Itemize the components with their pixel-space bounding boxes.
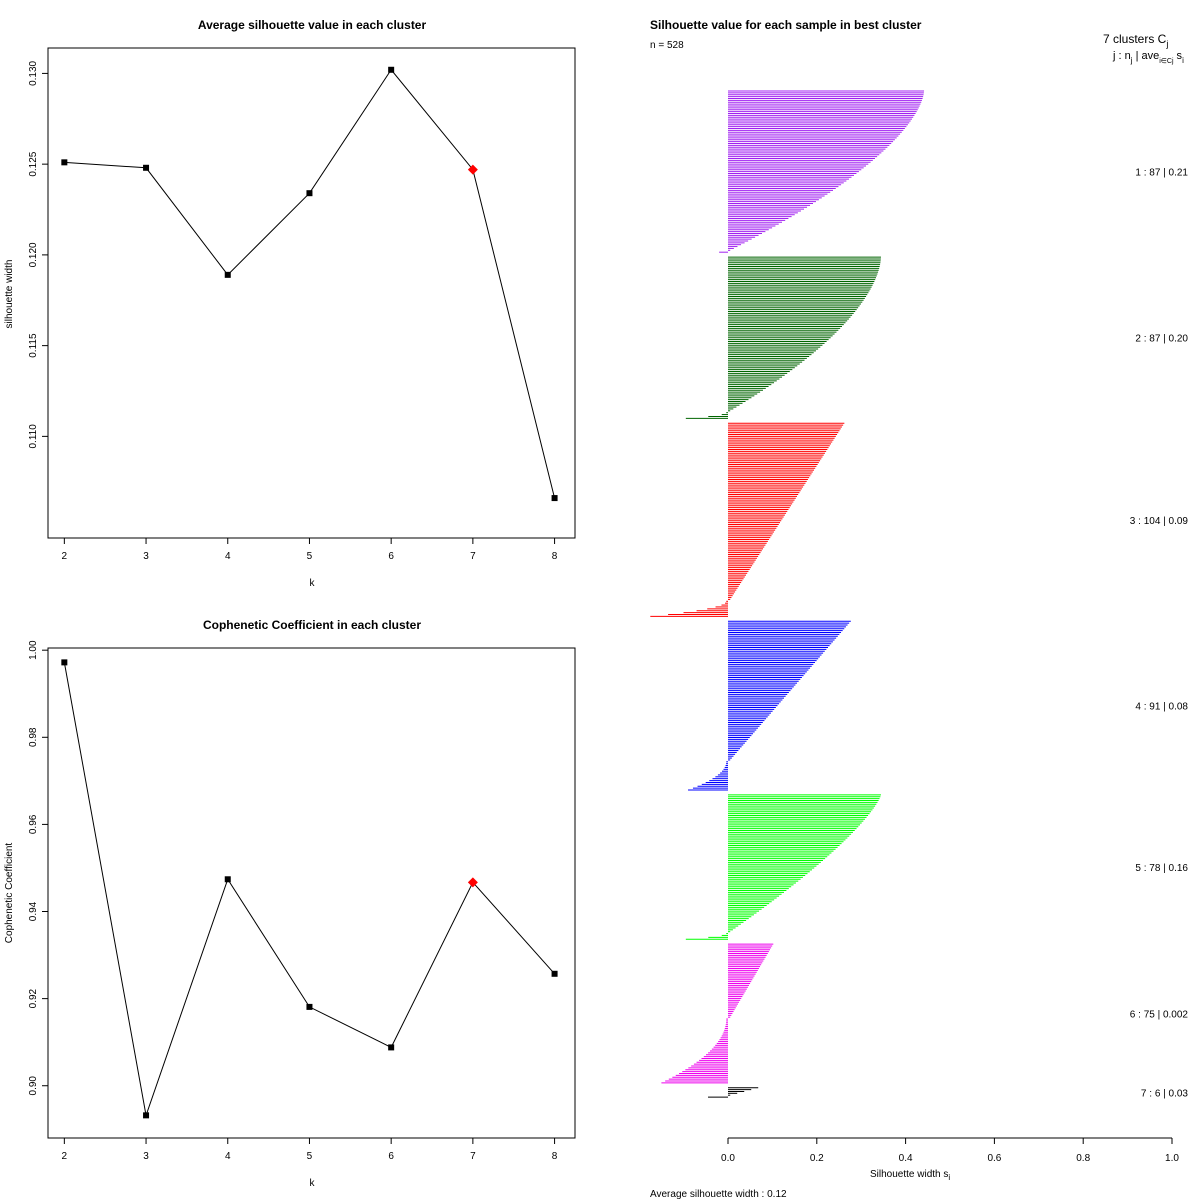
y-tick-label: 0.130 xyxy=(28,60,39,85)
x-tick-label: 7 xyxy=(470,551,476,562)
silhouette-header-line1: 7 clusters Cj xyxy=(1103,32,1168,49)
cluster-label: 2 : 87 | 0.20 xyxy=(1135,334,1188,345)
silhouette-cluster-labels: 1 : 87 | 0.21 2 : 87 | 0.20 3 : 104 | 0.09… xyxy=(1130,168,1189,1100)
cophenetic-title: Cophenetic Coefficient in each cluster xyxy=(203,618,421,632)
x-tick-label: 5 xyxy=(307,1151,313,1162)
x-tick-label: 6 xyxy=(388,551,394,562)
silhouette-xlabel: Silhouette width si xyxy=(870,1169,950,1182)
avg-silhouette-title: Average silhouette value in each cluster xyxy=(198,18,427,32)
avg-silhouette-xlabel: k xyxy=(310,578,316,589)
y-tick-label: 1.00 xyxy=(28,640,39,660)
cophenetic-points xyxy=(61,659,558,1119)
cophenetic-panel: Cophenetic Coefficient in each cluster 2… xyxy=(4,618,576,1189)
silhouette-x-axis: 0.0 0.2 0.4 0.6 0.8 1.0 xyxy=(721,1138,1179,1164)
data-point xyxy=(388,66,395,73)
y-tick-label: 0.125 xyxy=(28,151,39,176)
y-tick-label: 0.115 xyxy=(28,333,39,358)
cophenetic-x-axis: 2 3 4 5 6 7 8 xyxy=(62,1138,558,1162)
x-tick-label: 3 xyxy=(143,1151,149,1162)
cophenetic-y-axis: 0.90 0.92 0.94 0.96 0.98 1.00 xyxy=(28,640,48,1095)
data-point xyxy=(551,495,558,502)
cluster-label: 3 : 104 | 0.09 xyxy=(1130,516,1189,527)
avg-silhouette-y-axis: 0.110 0.115 0.120 0.125 0.130 xyxy=(28,60,48,449)
x-tick-label: 8 xyxy=(552,1151,558,1162)
silhouette-panel: Silhouette value for each sample in best… xyxy=(650,18,1188,1200)
x-tick-label: 5 xyxy=(307,551,313,562)
x-tick-label: 0.4 xyxy=(899,1153,913,1164)
x-tick-label: 0.6 xyxy=(987,1153,1001,1164)
data-point xyxy=(61,659,68,666)
cluster-label: 7 : 6 | 0.03 xyxy=(1141,1088,1189,1099)
x-tick-label: 4 xyxy=(225,1151,231,1162)
avg-silhouette-x-axis: 2 3 4 5 6 7 8 xyxy=(62,538,558,562)
data-point xyxy=(388,1044,395,1051)
y-tick-label: 0.96 xyxy=(28,814,39,834)
cluster-label: 4 : 91 | 0.08 xyxy=(1135,702,1188,713)
data-point xyxy=(306,1003,313,1010)
y-tick-label: 0.98 xyxy=(28,727,39,747)
highlight-point xyxy=(467,164,478,175)
x-tick-label: 1.0 xyxy=(1165,1153,1179,1164)
x-tick-label: 2 xyxy=(62,551,68,562)
x-tick-label: 3 xyxy=(143,551,149,562)
silhouette-average-label: Average silhouette width : 0.12 xyxy=(650,1189,787,1200)
x-tick-label: 8 xyxy=(552,551,558,562)
cophenetic-ylabel: Cophenetic Coefficient xyxy=(4,843,15,944)
cophenetic-xlabel: k xyxy=(310,1178,316,1189)
avg-silhouette-panel: Average silhouette value in each cluster… xyxy=(4,18,576,589)
cluster-label: 1 : 87 | 0.21 xyxy=(1135,168,1188,179)
x-tick-label: 6 xyxy=(388,1151,394,1162)
y-tick-label: 0.110 xyxy=(28,424,39,449)
avg-silhouette-plot-box xyxy=(47,47,576,539)
y-tick-label: 0.120 xyxy=(28,242,39,267)
data-point xyxy=(143,1112,150,1119)
cophenetic-plot-box xyxy=(47,647,576,1139)
y-tick-label: 0.94 xyxy=(28,901,39,921)
silhouette-header-line2: j : nj | avei∈Cj si xyxy=(1112,50,1184,65)
cluster-label: 6 : 75 | 0.002 xyxy=(1130,1009,1189,1020)
silhouette-n-label: n = 528 xyxy=(650,40,684,51)
y-tick-label: 0.90 xyxy=(28,1076,39,1096)
cluster-label: 5 : 78 | 0.16 xyxy=(1135,863,1188,874)
highlight-point xyxy=(467,877,478,888)
data-point xyxy=(61,159,68,166)
silhouette-bars xyxy=(650,90,925,1098)
x-tick-label: 0.8 xyxy=(1076,1153,1090,1164)
x-tick-label: 7 xyxy=(470,1151,476,1162)
data-point xyxy=(143,164,150,171)
data-point xyxy=(224,271,231,278)
x-tick-label: 4 xyxy=(225,551,231,562)
data-point xyxy=(306,190,313,197)
data-point xyxy=(551,970,558,977)
data-point xyxy=(224,876,231,883)
avg-silhouette-points xyxy=(61,66,558,502)
x-tick-label: 0.0 xyxy=(721,1153,735,1164)
cophenetic-line xyxy=(63,662,555,1118)
avg-silhouette-line xyxy=(64,68,556,499)
silhouette-title: Silhouette value for each sample in best… xyxy=(650,18,922,32)
avg-silhouette-ylabel: silhouette width xyxy=(4,260,15,329)
x-tick-label: 0.2 xyxy=(810,1153,824,1164)
x-tick-label: 2 xyxy=(62,1151,68,1162)
y-tick-label: 0.92 xyxy=(28,988,39,1008)
